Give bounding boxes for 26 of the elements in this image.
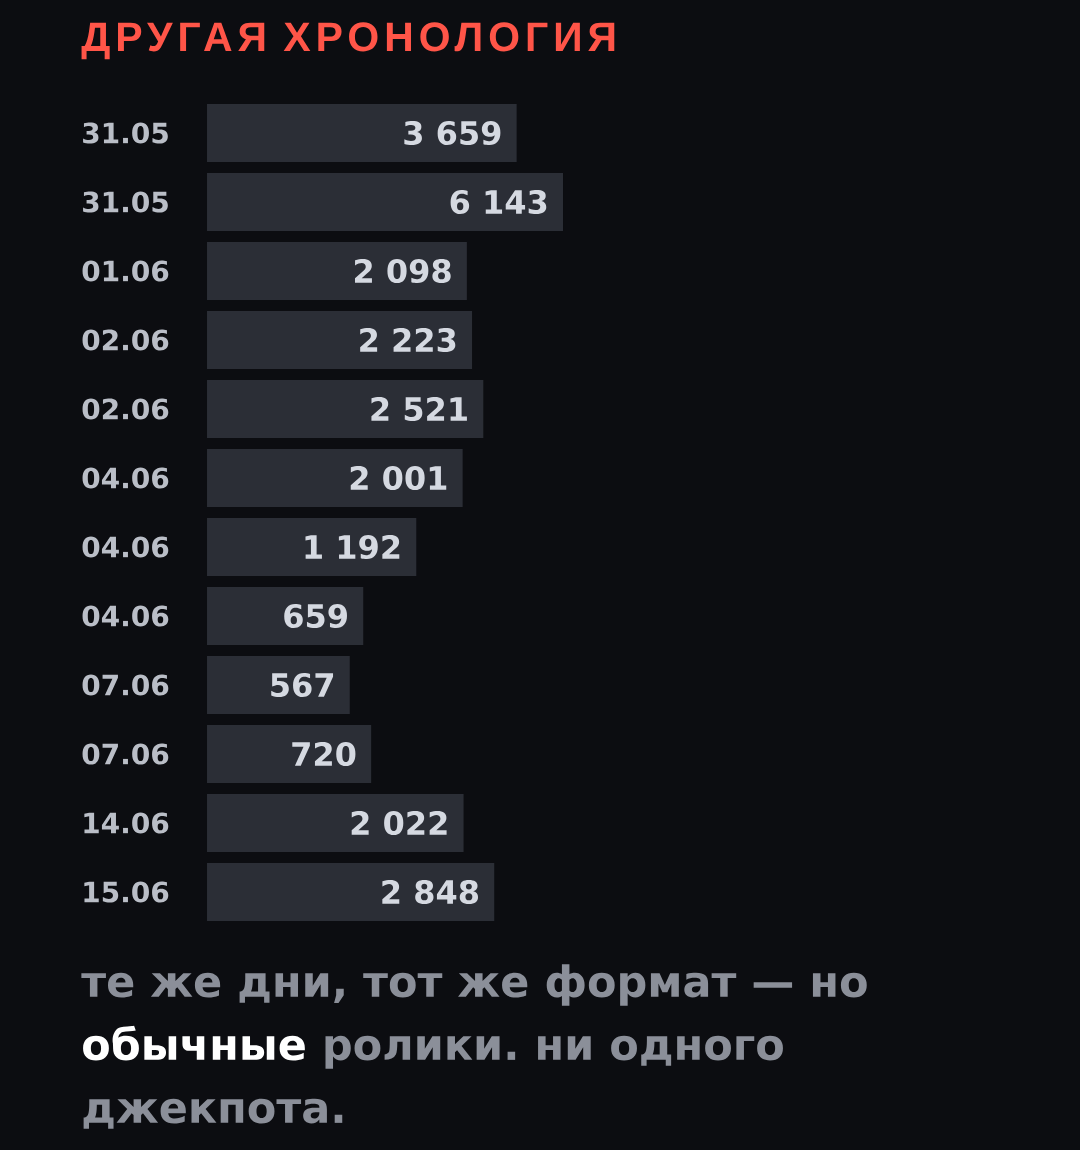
- data-label: 659: [284, 603, 347, 629]
- data-label: 2 521: [371, 396, 467, 422]
- text: те же дни, тот же формат — но обычные ролики. ни одного джекпота.: [81, 964, 867, 1129]
- y-tick-label: 04.06: [82, 536, 169, 558]
- y-tick-label: 15.06: [84, 881, 169, 903]
- y-tick-label: 14.06: [84, 812, 169, 834]
- data-label: 6 143: [450, 189, 547, 215]
- y-tick-label: 07.06: [82, 743, 169, 765]
- y-tick-label: 02.06: [82, 398, 169, 420]
- y-tick-label: 04.06: [82, 467, 169, 489]
- data-label: 3 659: [404, 120, 501, 146]
- data-label: 567: [271, 672, 334, 698]
- y-tick-label: 02.06: [82, 329, 169, 351]
- y-tick-label: 07.06: [82, 674, 169, 696]
- data-label: 720: [292, 741, 356, 767]
- data-label: 2 098: [354, 258, 451, 284]
- data-label: 2 848: [382, 879, 479, 905]
- data-label: 1 192: [305, 534, 400, 560]
- data-label: 2 223: [360, 327, 456, 353]
- chart-title: ДРУГАЯ ХРОНОЛОГИЯ: [81, 22, 615, 60]
- data-label: 2 022: [351, 810, 447, 836]
- y-tick-label: 01.06: [82, 260, 169, 282]
- data-label: 2 001: [350, 465, 447, 491]
- y-tick-label: 04.06: [82, 605, 169, 627]
- y-tick-label: 31.05: [83, 122, 168, 144]
- y-tick-label: 31.05: [83, 191, 168, 213]
